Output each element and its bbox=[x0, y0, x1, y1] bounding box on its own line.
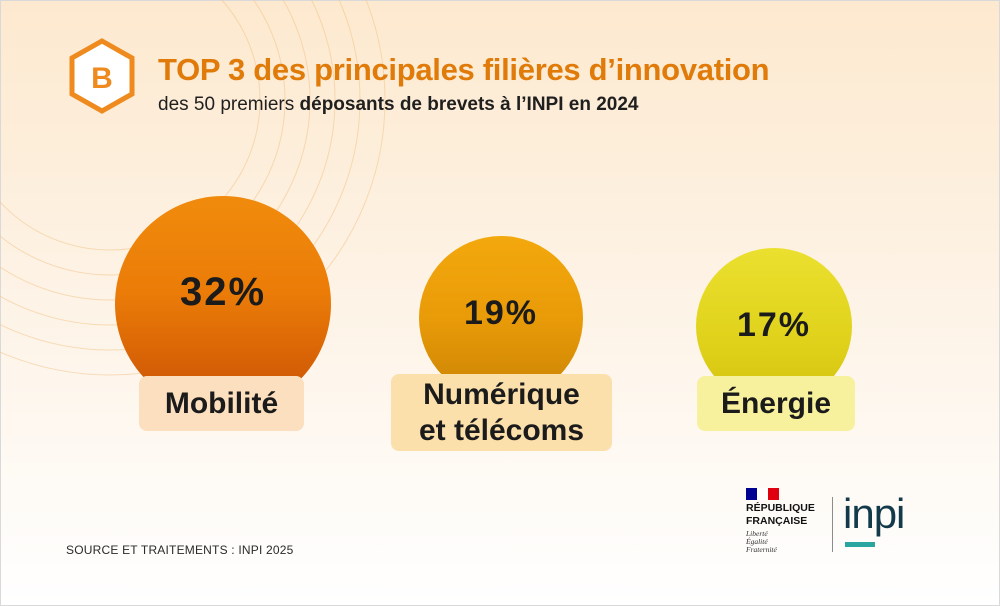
inpi-logo: inpi bbox=[843, 490, 923, 552]
republic-line2: FRANÇAISE bbox=[746, 515, 808, 527]
french-flag-icon bbox=[746, 488, 779, 500]
republic-name: RÉPUBLIQUE FRANÇAISE bbox=[746, 502, 830, 528]
category-text-numerique-line1: Numérique bbox=[423, 377, 580, 411]
inpi-logo-bar bbox=[845, 542, 875, 547]
value-label-energie: 17% bbox=[736, 306, 812, 344]
category-label-numerique: Numérique et télécoms bbox=[391, 374, 612, 451]
hexagon-badge-icon: B bbox=[69, 38, 135, 114]
source-note: SOURCE ET TRAITEMENTS : INPI 2025 bbox=[66, 543, 294, 557]
motto-egalite: Égalité bbox=[746, 537, 768, 546]
value-label-mobilite: 32% bbox=[179, 270, 267, 314]
chart-title: TOP 3 des principales filières d’innovat… bbox=[158, 52, 770, 87]
badge-letter: B bbox=[91, 62, 113, 95]
logo-divider bbox=[832, 497, 833, 552]
republique-francaise-logo: RÉPUBLIQUE FRANÇAISE Liberté Égalité Fra… bbox=[746, 488, 830, 554]
chart-subtitle: des 50 premiers déposants de brevets à l… bbox=[158, 94, 639, 116]
bubble-numerique: 19% bbox=[419, 236, 583, 400]
republic-motto: Liberté Égalité Fraternité bbox=[746, 530, 830, 554]
inpi-logo-text: inpi bbox=[843, 490, 905, 537]
category-label-energie: Énergie bbox=[697, 376, 855, 431]
category-text-mobilite: Mobilité bbox=[164, 386, 279, 420]
republic-line1: RÉPUBLIQUE bbox=[746, 502, 815, 514]
category-label-mobilite: Mobilité bbox=[139, 376, 304, 431]
subtitle-bold: déposants de brevets à l’INPI en 2024 bbox=[299, 94, 639, 115]
value-label-numerique: 19% bbox=[463, 294, 539, 332]
subtitle-prefix: des 50 premiers bbox=[158, 94, 300, 115]
motto-liberte: Liberté bbox=[746, 529, 768, 538]
motto-fraternite: Fraternité bbox=[746, 545, 777, 554]
category-text-energie: Énergie bbox=[720, 386, 832, 420]
category-text-numerique-line2: et télécoms bbox=[418, 413, 585, 447]
